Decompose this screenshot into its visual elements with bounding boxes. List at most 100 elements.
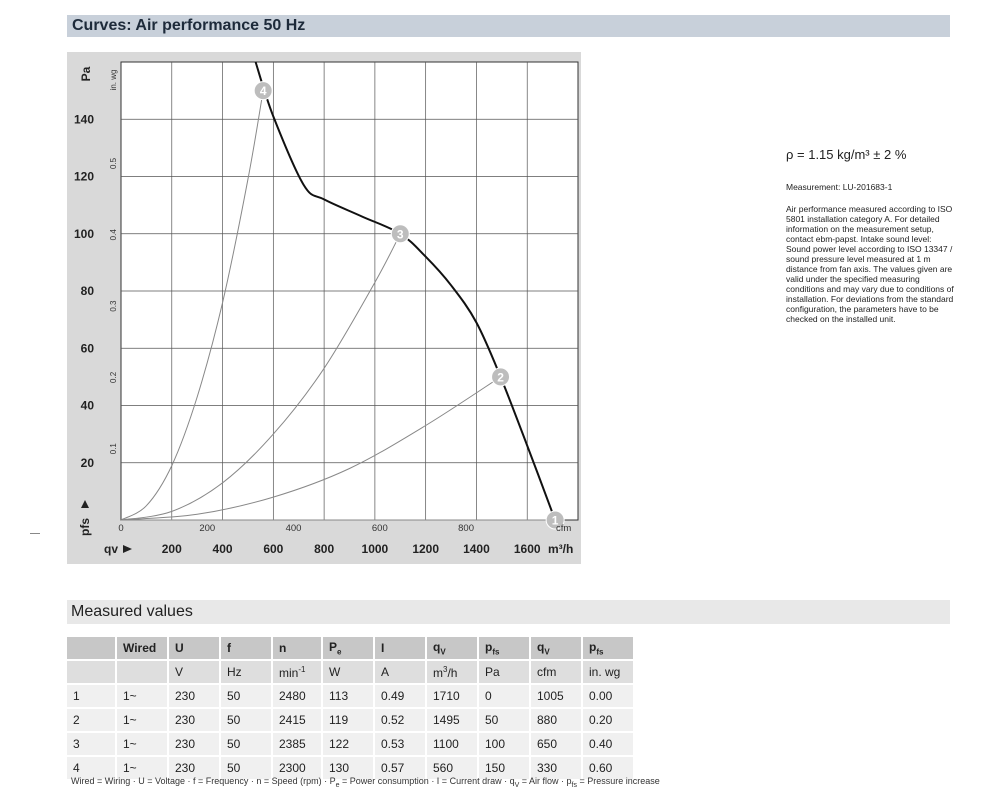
column-header: I xyxy=(375,637,427,661)
footnote-part: = Power consumption · I = Current draw ·… xyxy=(339,776,515,786)
column-header: f xyxy=(221,637,273,661)
measurement-id: Measurement: LU-201683-1 xyxy=(786,182,893,192)
table-cell: 4 xyxy=(67,757,117,781)
x-axis-unit-cfm: cfm xyxy=(556,523,571,534)
section-header-measured: Measured values xyxy=(67,600,950,624)
y-tick-pa: 20 xyxy=(81,456,95,470)
x-tick-cfm: 800 xyxy=(458,523,474,534)
section-header-curves: Curves: Air performance 50 Hz xyxy=(67,15,950,37)
table-cell: 0.49 xyxy=(375,685,427,709)
table-cell: 2480 xyxy=(273,685,323,709)
y-tick-inwg: 0.5 xyxy=(109,157,118,169)
column-unit xyxy=(117,661,169,685)
table-cell: 2 xyxy=(67,709,117,733)
table-row: 2 1~ 230 50 2415 119 0.52 1495 50 880 0.20 xyxy=(67,709,635,733)
column-header xyxy=(67,637,117,661)
operating-point-label: 4 xyxy=(260,84,267,98)
column-header: n xyxy=(273,637,323,661)
x-tick-m3h: 1200 xyxy=(412,542,439,556)
table-cell: 113 xyxy=(323,685,375,709)
y-axis-title: pfs xyxy=(78,500,92,536)
operating-point-1 xyxy=(545,510,565,530)
table-cell: 1005 xyxy=(531,685,583,709)
column-header: qV xyxy=(531,637,583,661)
footnote-sub: V xyxy=(514,781,520,789)
operating-point-label: 2 xyxy=(497,370,504,384)
table-cell: 650 xyxy=(531,733,583,757)
table-cell: 100 xyxy=(479,733,531,757)
table-cell: 0 xyxy=(479,685,531,709)
air-performance-chart: 20 40 60 80 100 120 140 0.1 0.2 0.3 0.4 0.5 0 200 40… xyxy=(67,52,581,564)
table-cell: 1100 xyxy=(427,733,479,757)
x-tick-m3h: 1600 xyxy=(514,542,541,556)
system-curve-4 xyxy=(120,90,264,521)
table-cell: 0.53 xyxy=(375,733,427,757)
table-row: 3 1~ 230 50 2385 122 0.53 1100 100 650 0.40 xyxy=(67,733,635,757)
footnote-sub: e xyxy=(335,781,340,789)
table-cell: 0.40 xyxy=(583,733,635,757)
x-tick-m3h: 800 xyxy=(314,542,334,556)
column-header: pfs xyxy=(479,637,531,661)
x-tick-cfm: 200 xyxy=(199,523,215,534)
column-unit: Pa xyxy=(479,661,531,685)
table-cell: 1~ xyxy=(117,757,169,781)
table-cell: 230 xyxy=(169,733,221,757)
measurement-description: Air performance measured according to IS… xyxy=(786,204,954,324)
x-axis-unit-m3h: m³/h xyxy=(548,542,573,556)
table-cell: 0.52 xyxy=(375,709,427,733)
x-axis-arrow-icon xyxy=(123,545,132,553)
table-cell: 2415 xyxy=(273,709,323,733)
column-header: Wired xyxy=(117,637,169,661)
y-tick-pa: 80 xyxy=(81,284,95,298)
table-cell: 0.57 xyxy=(375,757,427,781)
table-cell: 50 xyxy=(221,709,273,733)
column-header: qV xyxy=(427,637,479,661)
column-unit: V xyxy=(169,661,221,685)
table-cell: 50 xyxy=(479,709,531,733)
table-cell: 130 xyxy=(323,757,375,781)
y-tick-inwg: 0.4 xyxy=(109,229,118,241)
column-header: U xyxy=(169,637,221,661)
air-density: ρ = 1.15 kg/m³ ± 2 % xyxy=(786,147,907,162)
table-cell: 230 xyxy=(169,709,221,733)
fan-curve-line xyxy=(254,61,557,521)
y-axis-unit-pa: Pa xyxy=(79,66,93,81)
column-unit: W xyxy=(323,661,375,685)
table-cell: 50 xyxy=(221,733,273,757)
table-cell: 1710 xyxy=(427,685,479,709)
table-row: 4 1~ 230 50 2300 130 0.57 560 150 330 0.60 xyxy=(67,757,635,781)
table-cell: 0.00 xyxy=(583,685,635,709)
table-cell: 1~ xyxy=(117,733,169,757)
table-cell: 119 xyxy=(323,709,375,733)
table-cell: 0.60 xyxy=(583,757,635,781)
table-cell: 230 xyxy=(169,757,221,781)
x-tick-cfm: 0 xyxy=(118,523,123,534)
column-unit: Hz xyxy=(221,661,273,685)
section-title-measured: Measured values xyxy=(71,603,193,620)
y-tick-inwg: 0.3 xyxy=(109,300,118,312)
table-cell: 0.20 xyxy=(583,709,635,733)
footnote-sub: fs xyxy=(571,781,577,789)
x-tick-m3h: 200 xyxy=(162,542,182,556)
x-axis-title: qv xyxy=(104,542,132,556)
y-axis-arrow-icon xyxy=(81,500,89,508)
column-unit: A xyxy=(375,661,427,685)
y-tick-inwg: 0.2 xyxy=(109,371,118,383)
section-title-curves: Curves: Air performance 50 Hz xyxy=(72,17,306,34)
table-cell: 2300 xyxy=(273,757,323,781)
operating-point-3 xyxy=(390,224,410,244)
x-tick-cfm: 400 xyxy=(286,523,302,534)
table-cell: 2385 xyxy=(273,733,323,757)
y-axis-unit-inwg: in. wg xyxy=(109,70,118,91)
y-tick-pa: 60 xyxy=(81,341,95,355)
operating-point-label: 3 xyxy=(397,227,404,241)
column-unit: min-1 xyxy=(273,661,323,685)
y-axis-label: pfs xyxy=(78,518,92,536)
table-cell: 1 xyxy=(67,685,117,709)
footnote-part: Wired = Wiring · U = Voltage · f = Frequ… xyxy=(71,776,336,786)
footnote-part: = Pressure increase xyxy=(577,776,660,786)
table-footnote: Wired = Wiring · U = Voltage · f = Frequ… xyxy=(71,776,660,789)
